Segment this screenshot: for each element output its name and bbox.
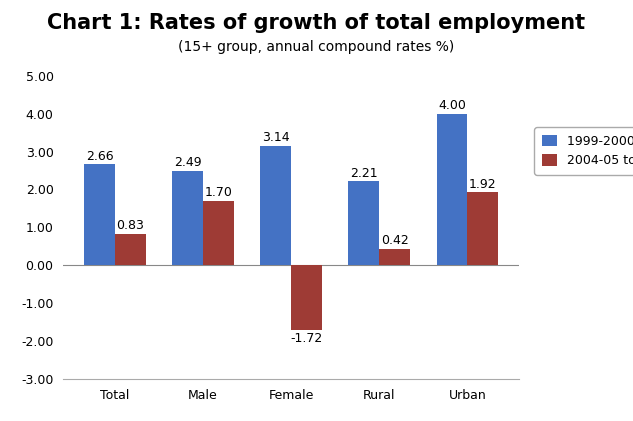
Bar	[172, 171, 203, 265]
Text: -1.72: -1.72	[291, 332, 323, 345]
Text: 2.66: 2.66	[85, 149, 113, 163]
Legend: 1999-2000 to 2004-05, 2004-05 to 2009-10: 1999-2000 to 2004-05, 2004-05 to 2009-10	[534, 128, 633, 175]
Text: 1.92: 1.92	[469, 178, 497, 191]
Bar	[84, 165, 115, 265]
Bar	[115, 234, 146, 265]
Text: (15+ group, annual compound rates %): (15+ group, annual compound rates %)	[179, 40, 454, 54]
Bar	[379, 249, 410, 265]
Text: 4.00: 4.00	[438, 99, 466, 112]
Text: 2.49: 2.49	[174, 156, 201, 169]
Text: 0.42: 0.42	[381, 234, 409, 248]
Text: Chart 1: Rates of growth of total employment: Chart 1: Rates of growth of total employ…	[47, 13, 586, 33]
Text: 0.83: 0.83	[116, 219, 144, 232]
Bar	[203, 201, 234, 265]
Text: 1.70: 1.70	[204, 186, 232, 199]
Text: 3.14: 3.14	[262, 131, 289, 144]
Text: 2.21: 2.21	[350, 167, 378, 180]
Bar	[349, 181, 379, 265]
Bar	[291, 265, 322, 330]
Bar	[260, 146, 291, 265]
Bar	[437, 114, 468, 265]
Bar	[468, 192, 498, 265]
